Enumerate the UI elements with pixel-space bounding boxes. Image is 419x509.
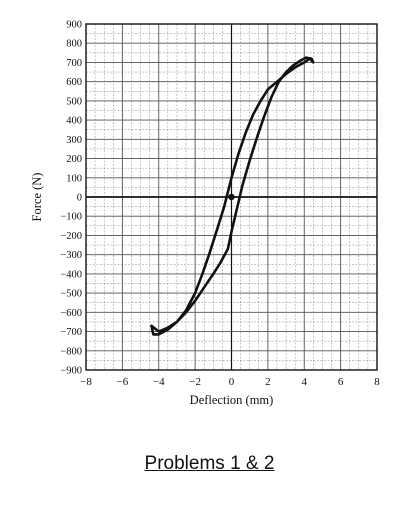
y-tick-label: 300 bbox=[66, 135, 82, 146]
y-tick-label: 100 bbox=[66, 173, 82, 184]
y-tick-label: −900 bbox=[60, 366, 82, 377]
x-tick-label: −2 bbox=[189, 376, 201, 388]
x-tick-label: 8 bbox=[374, 376, 380, 388]
y-tick-label: 900 bbox=[66, 20, 82, 31]
x-tick-label: 6 bbox=[338, 376, 344, 388]
y-tick-label: 800 bbox=[66, 39, 82, 50]
x-tick-label: 4 bbox=[302, 376, 308, 388]
y-axis-label: Force (N) bbox=[30, 173, 44, 222]
y-tick-label: −700 bbox=[60, 327, 82, 338]
y-tick-label: 700 bbox=[66, 58, 82, 69]
y-tick-label: 600 bbox=[66, 77, 82, 88]
y-tick-label: 0 bbox=[77, 193, 82, 204]
x-tick-label: −6 bbox=[117, 376, 129, 388]
y-tick-label: −300 bbox=[60, 250, 82, 261]
y-tick-label: 500 bbox=[66, 96, 82, 107]
y-tick-label: −500 bbox=[60, 289, 82, 300]
y-tick-label: −600 bbox=[60, 308, 82, 319]
x-tick-label: 0 bbox=[229, 376, 235, 388]
hysteresis-loop bbox=[150, 56, 315, 336]
y-tick-label: −100 bbox=[60, 212, 82, 223]
y-tick-label: −400 bbox=[60, 269, 82, 280]
origin-marker bbox=[228, 193, 235, 201]
y-tick-label: −200 bbox=[60, 231, 82, 242]
hysteresis-chart: 900 800 700 600 500 400 300 200 100 0 −100 −200 −300… bbox=[30, 20, 380, 408]
x-tick-label: 2 bbox=[265, 376, 271, 388]
y-tick-label: 200 bbox=[66, 154, 82, 165]
x-tick-label: −8 bbox=[80, 376, 92, 388]
x-tick-label: −4 bbox=[153, 376, 165, 388]
y-tick-label: −800 bbox=[60, 346, 82, 357]
y-tick-label: 400 bbox=[66, 116, 82, 127]
x-axis-label: Deflection (mm) bbox=[190, 393, 274, 407]
caption: Problems 1 & 2 bbox=[144, 453, 275, 474]
tick-labels: 900 800 700 600 500 400 300 200 100 0 −100 −200 −300… bbox=[60, 20, 380, 389]
series-layer bbox=[150, 56, 315, 336]
